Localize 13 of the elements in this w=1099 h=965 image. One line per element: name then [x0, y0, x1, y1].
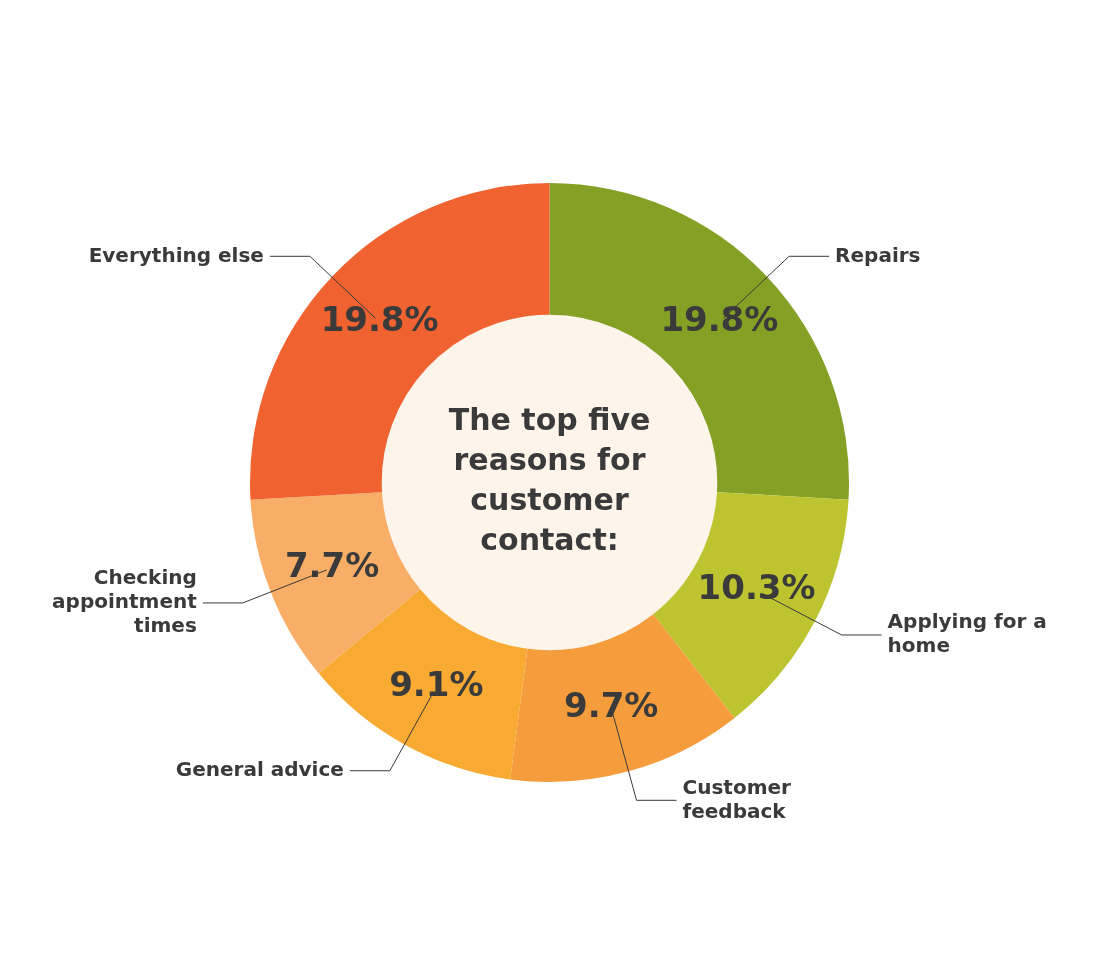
- slice-label: Checking appointment times: [52, 565, 198, 638]
- slice-label: General advice: [175, 756, 344, 781]
- data-label: 19.8%: [320, 298, 439, 339]
- data-label: 7.7%: [284, 544, 380, 585]
- slice-label: Customer feedback: [682, 774, 792, 823]
- data-label: 9.7%: [564, 684, 659, 725]
- data-label: 9.1%: [389, 663, 484, 704]
- text: The top five reasons for customer contact:: [448, 402, 651, 558]
- data-label: 19.8%: [660, 298, 779, 339]
- slice-label: Everything else: [88, 242, 264, 267]
- slice-label: Repairs: [835, 242, 921, 267]
- data-label: 10.3%: [697, 567, 816, 608]
- slice-label: Applying for a home: [887, 609, 1047, 658]
